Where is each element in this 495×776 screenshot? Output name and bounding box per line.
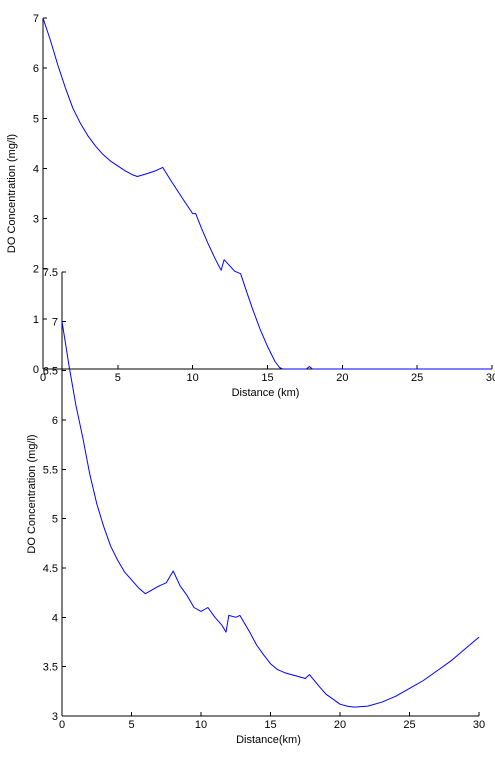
x-tick-label: 15 — [264, 719, 276, 731]
y-axis-title: DO Concentration (mg/l) — [26, 434, 38, 553]
y-tick-label: 6 — [52, 415, 58, 427]
x-tick-label: 10 — [195, 719, 207, 731]
bottom-do-chart: 0 5 10 15 20 25 3033.544.555.566.577.5Distance… — [26, 267, 485, 746]
y-tick-label: 4.5 — [43, 563, 58, 575]
x-axis-title: Distance (km) — [232, 387, 300, 399]
y-tick-label: 7.5 — [43, 267, 58, 279]
x-tick-label: 20 — [334, 719, 346, 731]
y-tick-label: 3.5 — [43, 662, 58, 674]
y-tick-label: 3 — [33, 214, 39, 226]
x-axis-title: Distance(km) — [236, 734, 301, 746]
y-axis-title: DO Concentration (mg/l) — [6, 134, 18, 253]
y-tick-label: 5.5 — [43, 464, 58, 476]
do-concentration-line — [42, 17, 492, 370]
y-tick-label: 1 — [33, 314, 39, 326]
y-tick-label: 2 — [33, 264, 39, 276]
y-tick-label: 0 — [33, 364, 39, 376]
y-tick-label: 4 — [52, 612, 58, 624]
top-do-chart: 0 5 10 15 20 25 30 0 1 2 3 4 5 6 7 Distance (km) DO Conc… — [6, 13, 495, 399]
x-tick-label: 25 — [411, 372, 423, 384]
y-tick-label: 6.5 — [43, 366, 58, 378]
y-tick-label: 6 — [33, 63, 39, 75]
x-tick-label: 15 — [261, 372, 273, 384]
y-tick-label: 7 — [33, 13, 39, 25]
y-tick-label: 7 — [52, 316, 58, 328]
do-concentration-line — [61, 321, 480, 708]
x-tick-label: 20 — [336, 372, 348, 384]
x-tick-label: 0 — [59, 719, 65, 731]
x-tick-label: 25 — [403, 719, 415, 731]
x-tick-label: 10 — [187, 372, 199, 384]
x-tick-label: 5 — [128, 719, 134, 731]
y-tick-label: 3 — [52, 711, 58, 723]
y-tick-label: 5 — [52, 514, 58, 526]
y-tick-label: 4 — [33, 163, 39, 175]
x-tick-label: 30 — [486, 372, 495, 384]
x-tick-label: 0 — [40, 372, 46, 384]
x-tick-label: 5 — [115, 372, 121, 384]
y-tick-label: 5 — [33, 113, 39, 125]
x-tick-label: 30 — [473, 719, 485, 731]
